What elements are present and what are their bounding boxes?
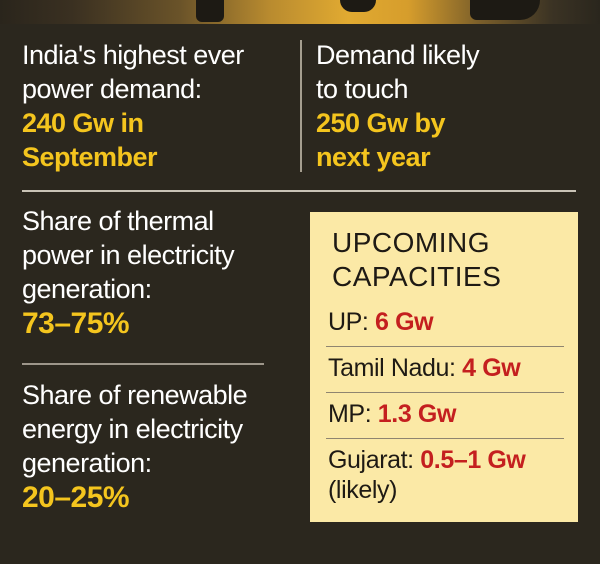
highest-demand-label-line2: power demand: (22, 74, 202, 104)
renewable-value: 20–25% (22, 481, 130, 514)
horizontal-divider (22, 190, 576, 192)
vertical-divider (300, 40, 302, 172)
upcoming-capacities-box: UPCOMING CAPACITIES UP: 6 Gw Tamil Nadu:… (310, 212, 578, 522)
row-divider (326, 346, 564, 347)
renewable-label-line3: generation: (22, 448, 152, 478)
likely-demand-label-line2: to touch (316, 74, 409, 104)
capacity-note: (likely) (328, 474, 397, 506)
capacity-value: 4 Gw (462, 354, 521, 382)
renewable-share-block: Share of renewable energy in electricity… (22, 378, 248, 516)
upcoming-title: UPCOMING CAPACITIES (332, 226, 501, 294)
thermal-share-block: Share of thermal power in electricity ge… (22, 204, 235, 342)
renewable-label-line1: Share of renewable (22, 380, 248, 410)
capacity-state: MP: (328, 400, 372, 428)
highest-demand-label-line1: India's highest ever (22, 40, 244, 70)
silhouette-shape (470, 0, 540, 20)
likely-demand-label-line1: Demand likely (316, 40, 480, 70)
row-divider (326, 438, 564, 439)
highest-demand-value-line1: 240 Gw in (22, 108, 144, 138)
capacity-row-gujarat: Gujarat: 0.5–1 Gw (328, 444, 526, 476)
capacity-value: 6 Gw (375, 308, 434, 336)
highest-demand-value-line2: September (22, 142, 158, 172)
silhouette-shape (196, 0, 224, 22)
thermal-label-line3: generation: (22, 274, 152, 304)
upcoming-title-line1: UPCOMING (332, 227, 490, 258)
capacity-note-text: (likely) (328, 476, 398, 504)
likely-demand-value-line2: next year (316, 142, 431, 172)
header-photo-strip (0, 0, 600, 24)
renewable-label-line2: energy in electricity (22, 414, 243, 444)
silhouette-shape (340, 0, 376, 12)
capacity-row-mp: MP: 1.3 Gw (328, 398, 456, 430)
highest-demand-block: India's highest ever power demand: 240 G… (22, 38, 244, 174)
capacity-value: 0.5–1 Gw (420, 446, 526, 474)
capacity-row-tamil-nadu: Tamil Nadu: 4 Gw (328, 352, 521, 384)
thermal-label-line2: power in electricity (22, 240, 235, 270)
row-divider (326, 392, 564, 393)
capacity-state: UP: (328, 308, 369, 336)
capacity-value: 1.3 Gw (377, 400, 457, 428)
capacity-state: Gujarat: (328, 446, 414, 474)
capacity-state: Tamil Nadu: (328, 354, 456, 382)
likely-demand-block: Demand likely to touch 250 Gw by next ye… (316, 38, 480, 174)
capacity-row-up: UP: 6 Gw (328, 306, 434, 338)
likely-demand-value-line1: 250 Gw by (316, 108, 446, 138)
upcoming-title-line2: CAPACITIES (332, 261, 502, 292)
thermal-value: 73–75% (22, 307, 130, 340)
thermal-label-line1: Share of thermal (22, 206, 214, 236)
section-divider (22, 363, 264, 365)
